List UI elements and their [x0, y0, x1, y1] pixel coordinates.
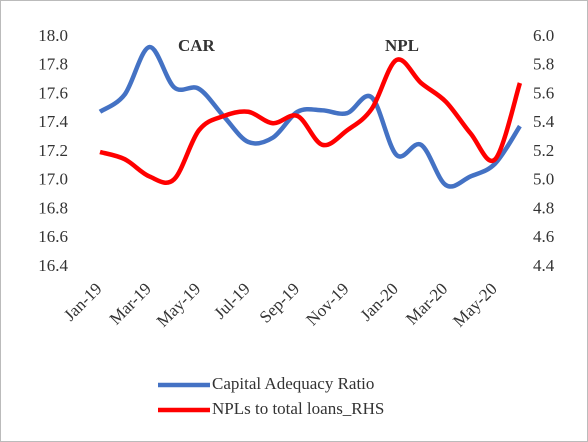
legend-label: NPLs to total loans_RHS — [212, 399, 384, 418]
y-tick-label: 5.4 — [533, 112, 555, 131]
annotation: CAR — [178, 36, 216, 55]
y-tick-label: 5.2 — [533, 141, 554, 160]
y-tick-label: 17.0 — [38, 170, 68, 189]
y-tick-label: 17.8 — [38, 55, 68, 74]
y-tick-label: 17.6 — [38, 83, 68, 102]
annotation: NPL — [385, 36, 419, 55]
y-tick-label: 5.0 — [533, 170, 554, 189]
y-tick-label: 18.0 — [38, 26, 68, 45]
y-tick-label: 5.8 — [533, 55, 554, 74]
y-tick-label: 5.6 — [533, 83, 554, 102]
y-tick-label: 4.8 — [533, 198, 554, 217]
y-tick-label: 16.6 — [38, 227, 68, 246]
y-tick-label: 6.0 — [533, 26, 554, 45]
y-tick-label: 16.8 — [38, 198, 68, 217]
series-line — [99, 57, 523, 185]
y-tick-label: 16.4 — [38, 256, 68, 275]
y-tick-label: 4.6 — [533, 227, 554, 246]
y-tick-label: 4.4 — [533, 256, 555, 275]
legend-label: Capital Adequacy Ratio — [212, 374, 374, 393]
y-tick-label: 17.4 — [38, 112, 68, 131]
y-tick-label: 17.2 — [38, 141, 68, 160]
series-line — [98, 44, 522, 189]
